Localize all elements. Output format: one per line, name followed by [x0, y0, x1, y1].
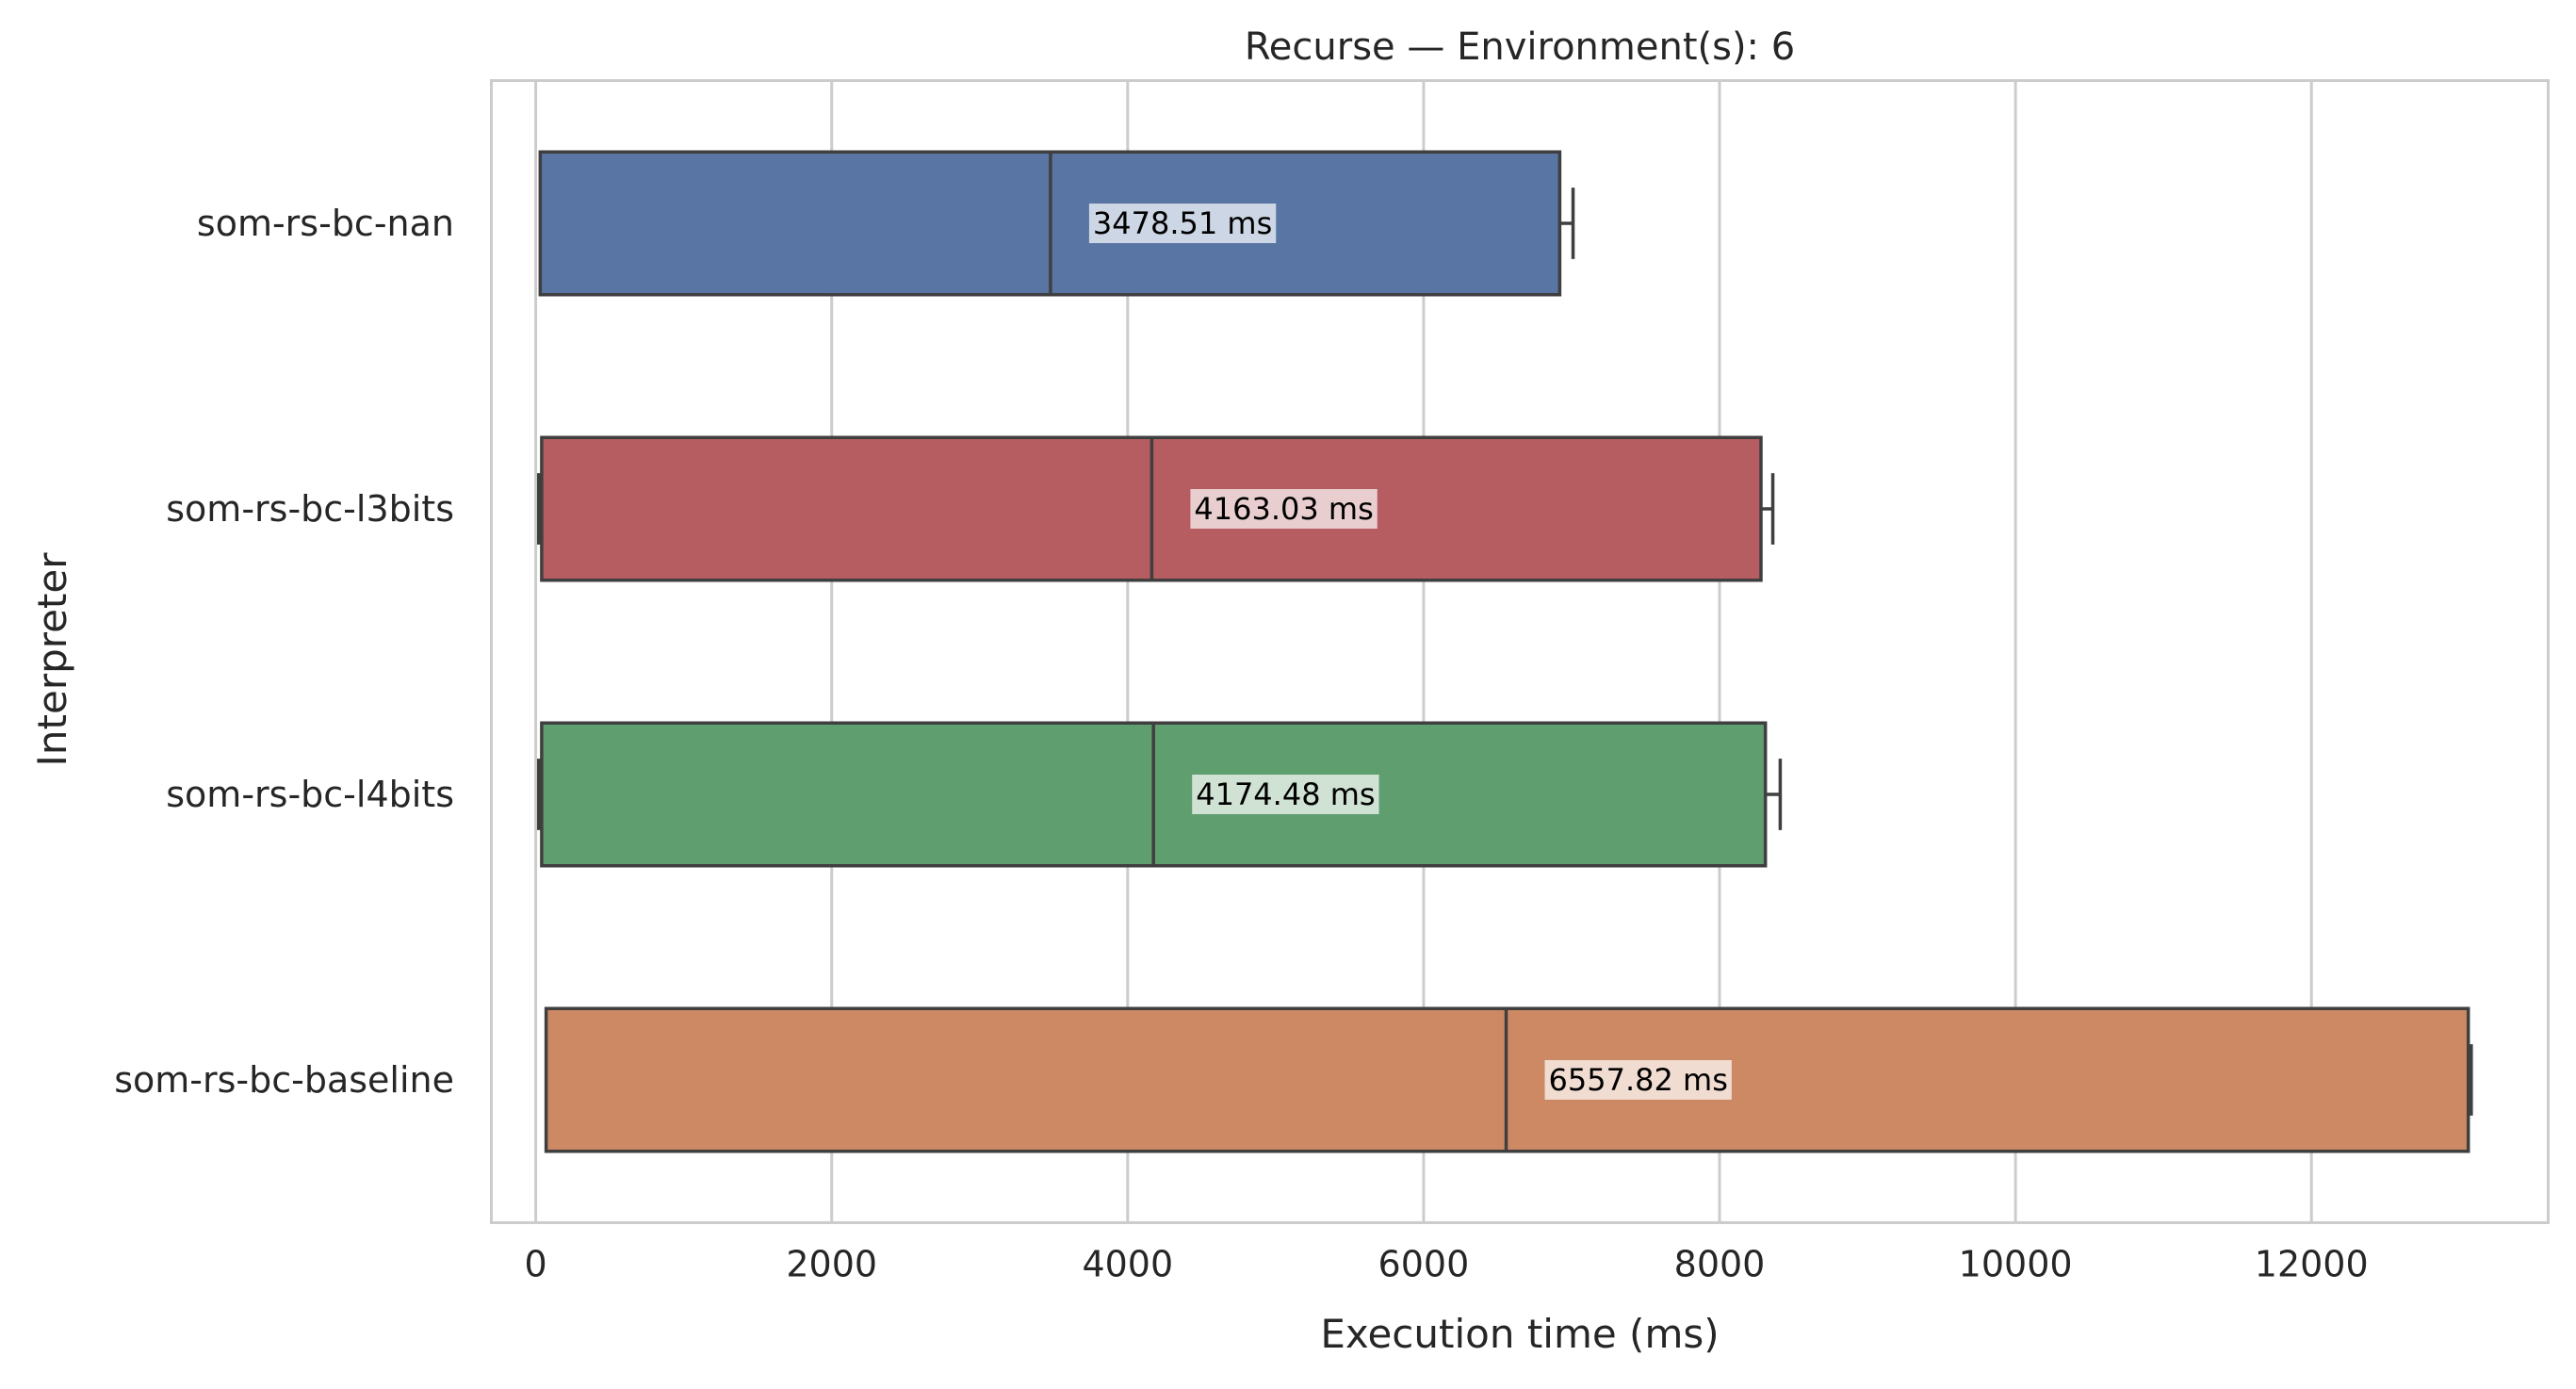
plot-frame: [490, 79, 2550, 1224]
x-tick-label: 0: [525, 1244, 547, 1285]
box-group-som-rs-bc-l3bits: 4163.03 ms: [537, 435, 1775, 582]
y-tick-label: som-rs-bc-l3bits: [166, 488, 454, 530]
median-label-background: [1544, 1060, 1732, 1100]
median-label: 3478.51 ms: [1093, 205, 1272, 241]
x-tick-label: 10000: [1959, 1244, 2073, 1285]
median-label-background: [1192, 775, 1379, 814]
box-group-som-rs-bc-baseline: 6557.82 ms: [544, 1006, 2473, 1153]
box-group-som-rs-bc-nan: 3478.51 ms: [538, 150, 1575, 297]
y-tick-label: som-rs-bc-baseline: [114, 1059, 454, 1101]
x-tick-label: 8000: [1674, 1244, 1766, 1285]
x-tick-label: 6000: [1378, 1244, 1470, 1285]
median-label-background: [1190, 489, 1378, 529]
box-group-som-rs-bc-l4bits: 4174.48 ms: [537, 721, 1783, 868]
x-tick-label: 12000: [2255, 1244, 2369, 1285]
x-tick-label: 2000: [786, 1244, 877, 1285]
box-layer: 3478.51 ms 4163.03 ms 4174.48 ms 6557.82 ms: [537, 150, 2473, 1153]
median-label: 6557.82 ms: [1549, 1062, 1728, 1098]
x-axis-label: Execution time (ms): [1320, 1311, 1719, 1357]
median-label-background: [1088, 204, 1277, 243]
median-label: 4174.48 ms: [1196, 776, 1375, 812]
y-axis-label: Interpreter: [29, 552, 75, 767]
y-tick-label: som-rs-bc-nan: [197, 203, 454, 244]
y-tick-label: som-rs-bc-l4bits: [166, 774, 454, 815]
x-tick-label: 4000: [1082, 1244, 1173, 1285]
tick-layer: 0 2000 4000 6000 8000 10000 12000 som-rs-bc-nan…: [114, 203, 2368, 1285]
median-label: 4163.03 ms: [1194, 491, 1373, 527]
chart-title: Recurse — Environment(s): 6: [1245, 25, 1795, 69]
